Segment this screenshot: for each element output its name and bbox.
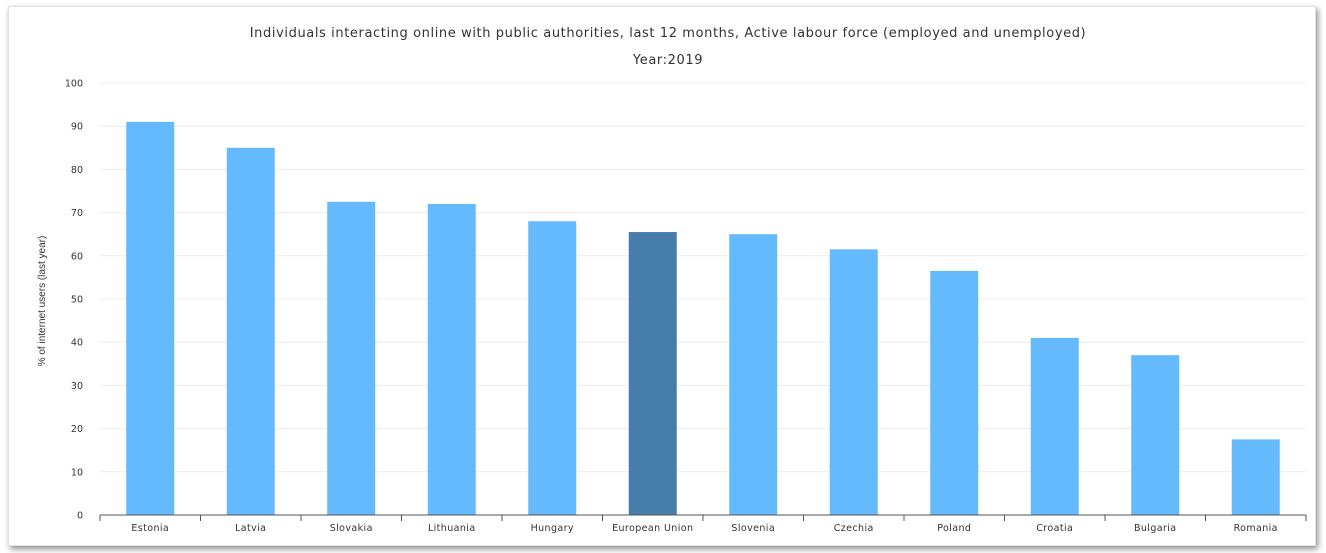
y-tick-label: 10 bbox=[71, 467, 83, 478]
x-tick-label: Slovenia bbox=[731, 523, 775, 534]
y-tick-label: 60 bbox=[71, 251, 83, 262]
x-tick-label: Hungary bbox=[531, 523, 574, 534]
x-axis-ticks: Estonia Latvia Slovakia Lithuania Hungary Eur… bbox=[131, 523, 1278, 534]
y-tick-label: 80 bbox=[71, 165, 83, 176]
x-tick-label: Bulgaria bbox=[1134, 523, 1177, 534]
bar-poland[interactable] bbox=[930, 270, 979, 515]
x-axis bbox=[99, 514, 1307, 521]
x-tick-label: Estonia bbox=[131, 523, 169, 534]
y-tick-label: 20 bbox=[71, 424, 83, 435]
x-tick-label: Romania bbox=[1234, 523, 1278, 534]
gridlines bbox=[100, 82, 1306, 473]
bar-bulgaria[interactable] bbox=[1131, 355, 1180, 515]
x-tick-label: Slovakia bbox=[330, 523, 373, 534]
chart-frame: Individuals interacting online with publ… bbox=[8, 6, 1316, 546]
x-tick-label: Croatia bbox=[1036, 523, 1073, 534]
x-tick-label: Latvia bbox=[235, 523, 266, 534]
bar-slovenia[interactable] bbox=[729, 234, 778, 515]
bar-czechia[interactable] bbox=[829, 249, 878, 515]
bar-latvia[interactable] bbox=[226, 147, 275, 516]
chart-title: Individuals interacting online with publ… bbox=[250, 26, 1086, 41]
bar-croatia[interactable] bbox=[1030, 337, 1079, 515]
x-tick-label: Czechia bbox=[834, 523, 874, 534]
y-tick-label: 90 bbox=[71, 122, 83, 133]
chart-subtitle: Year:2019 bbox=[632, 53, 703, 68]
x-tick-label: Poland bbox=[937, 523, 971, 534]
bar-european-union[interactable] bbox=[628, 232, 677, 516]
bar-chart: Individuals interacting online with publ… bbox=[37, 26, 1307, 534]
bar-slovakia[interactable] bbox=[327, 201, 376, 516]
x-tick-label: Lithuania bbox=[428, 523, 476, 534]
bars bbox=[126, 121, 1280, 516]
y-tick-label: 40 bbox=[71, 338, 83, 349]
y-axis-ticks: 0 10 20 30 40 50 60 70 80 90 100 bbox=[65, 79, 83, 522]
bar-estonia[interactable] bbox=[126, 121, 175, 515]
y-tick-label: 0 bbox=[77, 511, 83, 522]
y-axis-label: % of internet users (last year) bbox=[37, 236, 48, 367]
bar-romania[interactable] bbox=[1231, 439, 1280, 515]
bar-hungary[interactable] bbox=[528, 221, 577, 516]
y-tick-label: 30 bbox=[71, 381, 83, 392]
x-tick-label: European Union bbox=[612, 523, 693, 534]
bar-lithuania[interactable] bbox=[427, 203, 476, 515]
y-tick-label: 50 bbox=[71, 295, 83, 306]
y-tick-label: 100 bbox=[65, 79, 83, 90]
y-tick-label: 70 bbox=[71, 208, 83, 219]
